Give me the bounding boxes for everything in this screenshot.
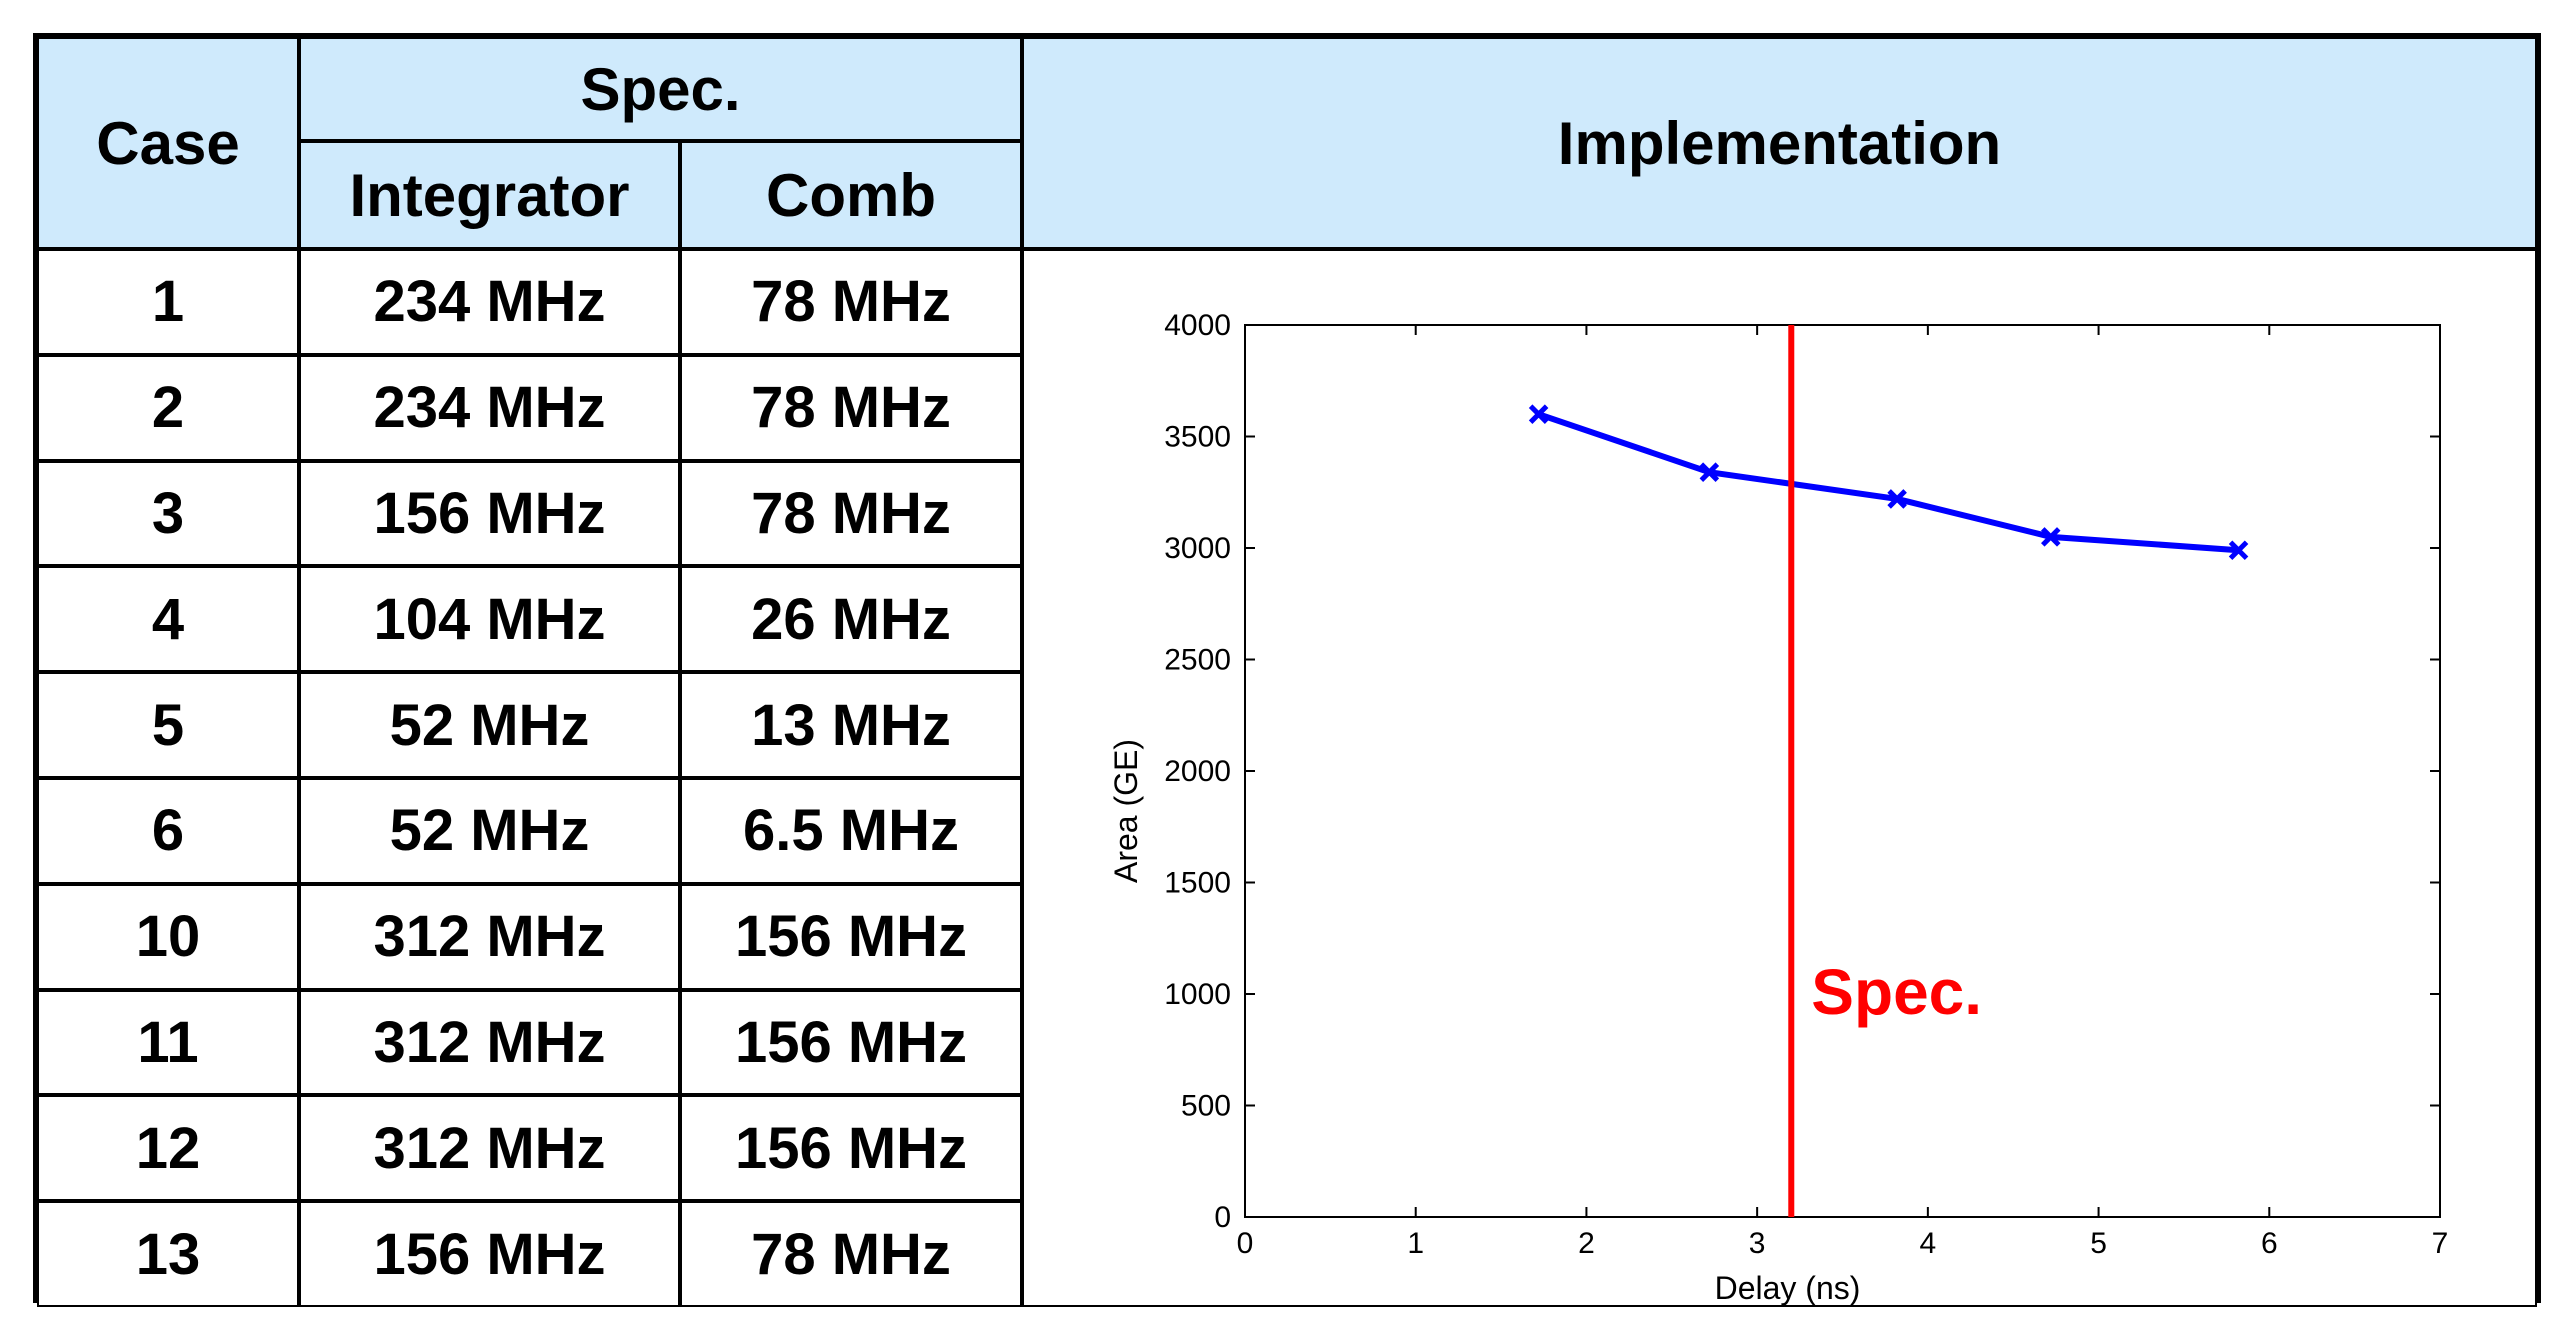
comb-cell: 78 MHz: [680, 1201, 1022, 1307]
data-point-marker: [1528, 404, 1549, 424]
data-point-marker: [1699, 462, 1720, 482]
spec-header: Spec.: [299, 37, 1022, 141]
integrator-cell: 234 MHz: [299, 249, 680, 355]
y-tick-label: 1500: [1164, 867, 1231, 900]
case-cell: 12: [37, 1095, 299, 1202]
plot-frame: [1244, 324, 2441, 1218]
data-point-marker: [2041, 527, 2061, 547]
x-tick-label: 2: [1578, 1227, 1595, 1260]
comb-header: Comb: [680, 141, 1022, 249]
y-tick-label: 500: [1181, 1090, 1231, 1123]
y-tick-label: 0: [1214, 1201, 1231, 1234]
integrator-cell: 52 MHz: [299, 672, 680, 778]
case-cell: 4: [37, 566, 299, 673]
case-cell: 10: [37, 883, 299, 990]
x-axis-label: Delay (ns): [1715, 1270, 1861, 1306]
x-tick-label: 0: [1237, 1227, 1254, 1260]
x-tick-label: 3: [1749, 1227, 1766, 1260]
comb-cell: 78 MHz: [680, 460, 1022, 567]
comb-cell: 156 MHz: [680, 1095, 1022, 1202]
case-cell: 11: [37, 989, 299, 1096]
integrator-cell: 104 MHz: [299, 566, 680, 673]
integrator-cell: 312 MHz: [299, 989, 680, 1096]
case-cell: 2: [37, 354, 299, 461]
case-cell: 1: [37, 249, 299, 355]
data-point-marker: [2228, 540, 2249, 560]
integrator-cell: 156 MHz: [299, 1201, 680, 1307]
integrator-cell: 312 MHz: [299, 883, 680, 990]
y-tick-label: 3000: [1164, 532, 1231, 565]
comb-cell: 156 MHz: [680, 989, 1022, 1096]
y-axis-label: Area (GE): [1108, 739, 1144, 883]
x-tick-label: 6: [2261, 1227, 2278, 1260]
x-tick-label: 1: [1407, 1227, 1424, 1260]
y-tick-label: 3500: [1164, 421, 1231, 454]
data-point-marker: [1887, 489, 1907, 509]
implementation-header: Implementation: [1022, 37, 2537, 249]
spec-line-label: Spec.: [1811, 956, 1982, 1028]
comb-cell: 6.5 MHz: [680, 778, 1022, 884]
y-tick-label: 2000: [1164, 755, 1231, 788]
integrator-cell: 52 MHz: [299, 778, 680, 884]
x-tick-label: 4: [1920, 1227, 1937, 1260]
x-tick-label: 5: [2090, 1227, 2107, 1260]
y-tick-label: 1000: [1164, 978, 1231, 1011]
x-tick-label: 7: [2432, 1227, 2449, 1260]
y-tick-label: 2500: [1164, 644, 1231, 677]
implementation-chart-cell: 0 1 2 3 4 5 6 7 0 500 1000 1500 2000 2500 3000 3500 4000…: [1022, 249, 2537, 1307]
comb-cell: 78 MHz: [680, 354, 1022, 461]
table-grid: Case Spec. Integrator Comb Implementation 1 23…: [37, 37, 2537, 1307]
spec-table: Case Spec. Integrator Comb Implementation 1 23…: [33, 33, 2541, 1307]
case-header: Case: [37, 37, 299, 249]
comb-cell: 26 MHz: [680, 566, 1022, 673]
comb-cell: 78 MHz: [680, 249, 1022, 355]
integrator-cell: 156 MHz: [299, 460, 680, 567]
case-cell: 3: [37, 460, 299, 567]
integrator-header: Integrator: [299, 141, 680, 249]
integrator-cell: 234 MHz: [299, 354, 680, 461]
case-cell: 13: [37, 1201, 299, 1307]
integrator-cell: 312 MHz: [299, 1095, 680, 1202]
comb-cell: 13 MHz: [680, 672, 1022, 778]
comb-cell: 156 MHz: [680, 883, 1022, 990]
y-tick-label: 4000: [1164, 309, 1231, 342]
case-cell: 5: [37, 672, 299, 778]
case-cell: 6: [37, 778, 299, 884]
area-delay-chart: 0 1 2 3 4 5 6 7 0 500 1000 1500 2000 2500 3000 3500 4000…: [1108, 309, 2449, 1306]
